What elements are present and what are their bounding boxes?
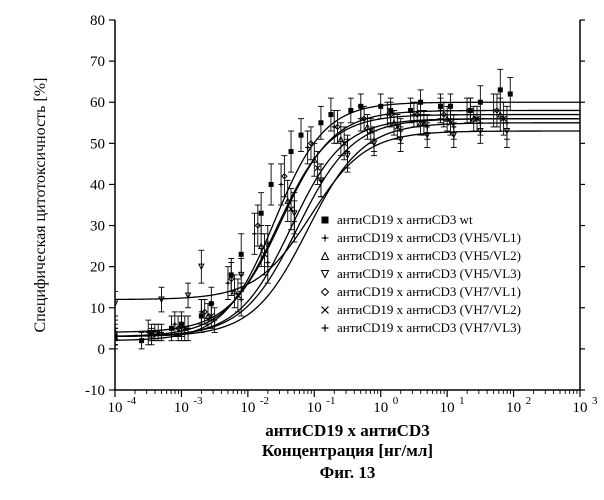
svg-text:антиCD19 x антиCD3 (VH7/VL3): антиCD19 x антиCD3 (VH7/VL3) [337, 320, 521, 335]
svg-text:антиCD19 x антиCD3 (VH7/VL1): антиCD19 x антиCD3 (VH7/VL1) [337, 284, 521, 299]
svg-text:40: 40 [90, 177, 105, 193]
svg-text:антиCD19 x антиCD3: антиCD19 x антиCD3 [265, 421, 430, 440]
svg-text:антиCD19 x антиCD3 (VH7/VL2): антиCD19 x антиCD3 (VH7/VL2) [337, 302, 521, 317]
svg-text:10: 10 [506, 400, 521, 416]
svg-text:10: 10 [108, 400, 123, 416]
svg-text:0: 0 [98, 342, 106, 358]
svg-text:50: 50 [90, 136, 105, 152]
svg-text:10: 10 [174, 400, 189, 416]
svg-text:60: 60 [90, 95, 105, 111]
svg-text:10: 10 [440, 400, 455, 416]
chart-svg: -100102030405060708010-410-310-210-11001… [0, 0, 604, 500]
svg-text:-2: -2 [260, 395, 269, 407]
svg-text:-1: -1 [326, 395, 335, 407]
svg-text:антиCD19 x антиCD3 wt: антиCD19 x антиCD3 wt [337, 212, 473, 227]
svg-text:30: 30 [90, 219, 105, 235]
chart-container: -100102030405060708010-410-310-210-11001… [0, 0, 604, 500]
svg-text:3: 3 [592, 395, 598, 407]
svg-text:Концентрация [нг/мл]: Концентрация [нг/мл] [262, 441, 433, 460]
svg-text:80: 80 [90, 13, 105, 29]
svg-text:антиCD19 x антиCD3 (VH5/VL1): антиCD19 x антиCD3 (VH5/VL1) [337, 230, 521, 245]
svg-text:10: 10 [307, 400, 322, 416]
svg-text:10: 10 [373, 400, 388, 416]
svg-text:антиCD19 x антиCD3 (VH5/VL3): антиCD19 x антиCD3 (VH5/VL3) [337, 266, 521, 281]
svg-text:20: 20 [90, 260, 105, 276]
svg-text:1: 1 [459, 395, 465, 407]
svg-text:Фиг. 13: Фиг. 13 [320, 463, 376, 482]
svg-text:Специфическая цитотоксичность: Специфическая цитотоксичность [%] [32, 78, 49, 333]
svg-text:10: 10 [573, 400, 588, 416]
svg-text:0: 0 [393, 395, 399, 407]
svg-text:-3: -3 [193, 395, 203, 407]
svg-text:10: 10 [90, 301, 105, 317]
svg-text:70: 70 [90, 54, 105, 70]
svg-text:антиCD19 x антиCD3 (VH5/VL2): антиCD19 x антиCD3 (VH5/VL2) [337, 248, 521, 263]
svg-text:-4: -4 [127, 395, 137, 407]
svg-text:-10: -10 [85, 383, 105, 399]
svg-text:2: 2 [526, 395, 532, 407]
svg-text:10: 10 [240, 400, 255, 416]
